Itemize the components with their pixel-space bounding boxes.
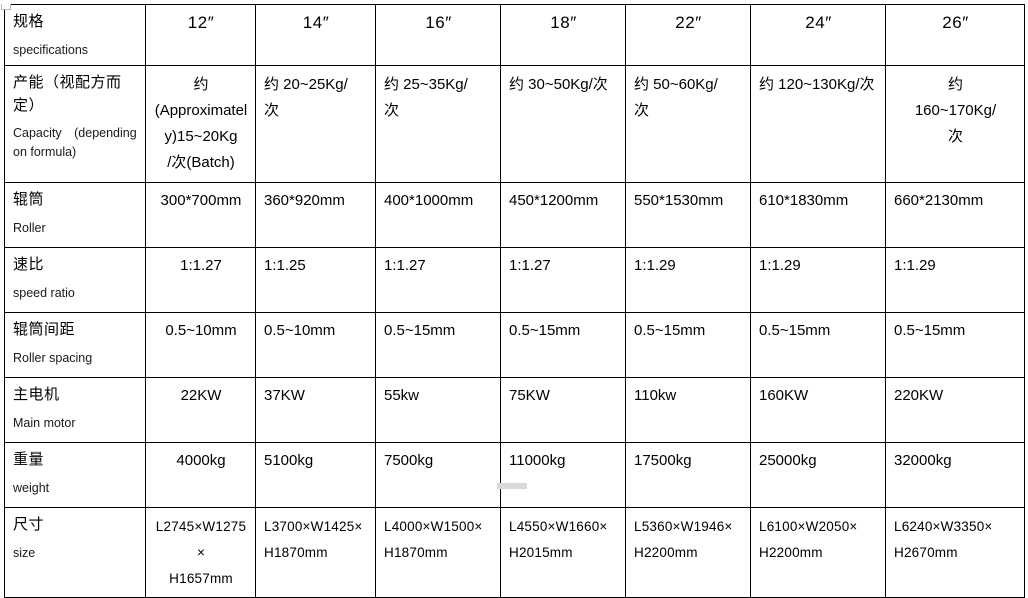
table-header-row: 规格 specifications 12″ 14″ 16″ 18″ 22″ 24… [4,3,1025,67]
column-header-26: 26″ [885,3,1025,67]
cell-capacity-26: 约 160~170Kg/ 次 [885,65,1025,184]
cell-size-18: L4550×W1660× H2015mm [500,507,626,598]
cell-roller-12: 300*700mm [145,182,256,249]
table-row-size: 尺寸 size L2745×W1275× H1657mm L3700×W1425… [4,507,1025,598]
cell-speed-18: 1:1.27 [500,247,626,314]
cell-weight-26: 32000kg [885,442,1025,509]
cell-capacity-22: 约 50~60Kg/ 次 [625,65,751,184]
cell-weight-24: 25000kg [750,442,886,509]
cell-roller-18: 450*1200mm [500,182,626,249]
row-label-speed-ratio: 速比 speed ratio [4,247,146,314]
cell-spacing-14: 0.5~10mm [255,312,376,379]
cell-motor-24: 160KW [750,377,886,444]
cell-roller-14: 360*920mm [255,182,376,249]
cell-speed-14: 1:1.25 [255,247,376,314]
specifications-sheet: 规格 specifications 12″ 14″ 16″ 18″ 22″ 24… [0,3,1028,598]
corner-mark [1,4,11,10]
column-header-18: 18″ [500,3,626,67]
row-label-roller: 辊筒 Roller [4,182,146,249]
column-header-16: 16″ [375,3,501,67]
cell-capacity-12: 约 (Approximately)15~20Kg /次(Batch) [145,65,256,184]
cell-spacing-16: 0.5~15mm [375,312,501,379]
cell-size-22: L5360×W1946× H2200mm [625,507,751,598]
cell-capacity-24: 约 120~130Kg/次 [750,65,886,184]
cell-weight-12: 4000kg [145,442,256,509]
cell-speed-22: 1:1.29 [625,247,751,314]
header-label-en: specifications [13,42,89,57]
cell-motor-22: 110kw [625,377,751,444]
cell-weight-16: 7500kg [375,442,501,509]
cell-spacing-26: 0.5~15mm [885,312,1025,379]
cell-roller-16: 400*1000mm [375,182,501,249]
cell-weight-14: 5100kg [255,442,376,509]
row-label-capacity: 产能（视配方而定） Capacity (depending on formula… [4,65,146,184]
table-row-roller-spacing: 辊筒间距 Roller spacing 0.5~10mm 0.5~10mm 0.… [4,312,1025,379]
cell-weight-22: 17500kg [625,442,751,509]
cell-size-16: L4000×W1500× H1870mm [375,507,501,598]
cell-weight-18: 11000kg [500,442,626,509]
cell-roller-24: 610*1830mm [750,182,886,249]
header-label-cn: 规格 [13,13,45,30]
cell-speed-16: 1:1.27 [375,247,501,314]
cell-speed-12: 1:1.27 [145,247,256,314]
cell-spacing-12: 0.5~10mm [145,312,256,379]
cell-capacity-14: 约 20~25Kg/ 次 [255,65,376,184]
cell-capacity-18: 约 30~50Kg/次 [500,65,626,184]
specifications-table: 规格 specifications 12″ 14″ 16″ 18″ 22″ 24… [4,3,1025,598]
cell-roller-22: 550*1530mm [625,182,751,249]
cell-spacing-24: 0.5~15mm [750,312,886,379]
cell-motor-18: 75KW [500,377,626,444]
table-row-speed-ratio: 速比 speed ratio 1:1.27 1:1.25 1:1.27 1:1.… [4,247,1025,314]
cell-motor-26: 220KW [885,377,1025,444]
table-row-capacity: 产能（视配方而定） Capacity (depending on formula… [4,65,1025,184]
cell-spacing-18: 0.5~15mm [500,312,626,379]
table-row-weight: 重量 weight 4000kg 5100kg 7500kg 11000kg 1… [4,442,1025,509]
cell-motor-14: 37KW [255,377,376,444]
row-label-main-motor: 主电机 Main motor [4,377,146,444]
header-label-cell: 规格 specifications [4,3,146,67]
table-row-main-motor: 主电机 Main motor 22KW 37KW 55kw 75KW 110kw… [4,377,1025,444]
column-header-24: 24″ [750,3,886,67]
table-row-roller: 辊筒 Roller 300*700mm 360*920mm 400*1000mm… [4,182,1025,249]
cell-roller-26: 660*2130mm [885,182,1025,249]
cell-size-26: L6240×W3350× H2670mm [885,507,1025,598]
row-label-weight: 重量 weight [4,442,146,509]
cell-motor-12: 22KW [145,377,256,444]
cell-spacing-22: 0.5~15mm [625,312,751,379]
cell-capacity-16: 约 25~35Kg/ 次 [375,65,501,184]
cell-size-14: L3700×W1425× H1870mm [255,507,376,598]
cell-speed-24: 1:1.29 [750,247,886,314]
cell-size-12: L2745×W1275× H1657mm [145,507,256,598]
column-header-22: 22″ [625,3,751,67]
cell-speed-26: 1:1.29 [885,247,1025,314]
row-label-size: 尺寸 size [4,507,146,598]
column-header-14: 14″ [255,3,376,67]
column-header-12: 12″ [145,3,256,67]
row-label-roller-spacing: 辊筒间距 Roller spacing [4,312,146,379]
bottom-artifact [497,483,527,489]
cell-size-24: L6100×W2050× H2200mm [750,507,886,598]
cell-motor-16: 55kw [375,377,501,444]
